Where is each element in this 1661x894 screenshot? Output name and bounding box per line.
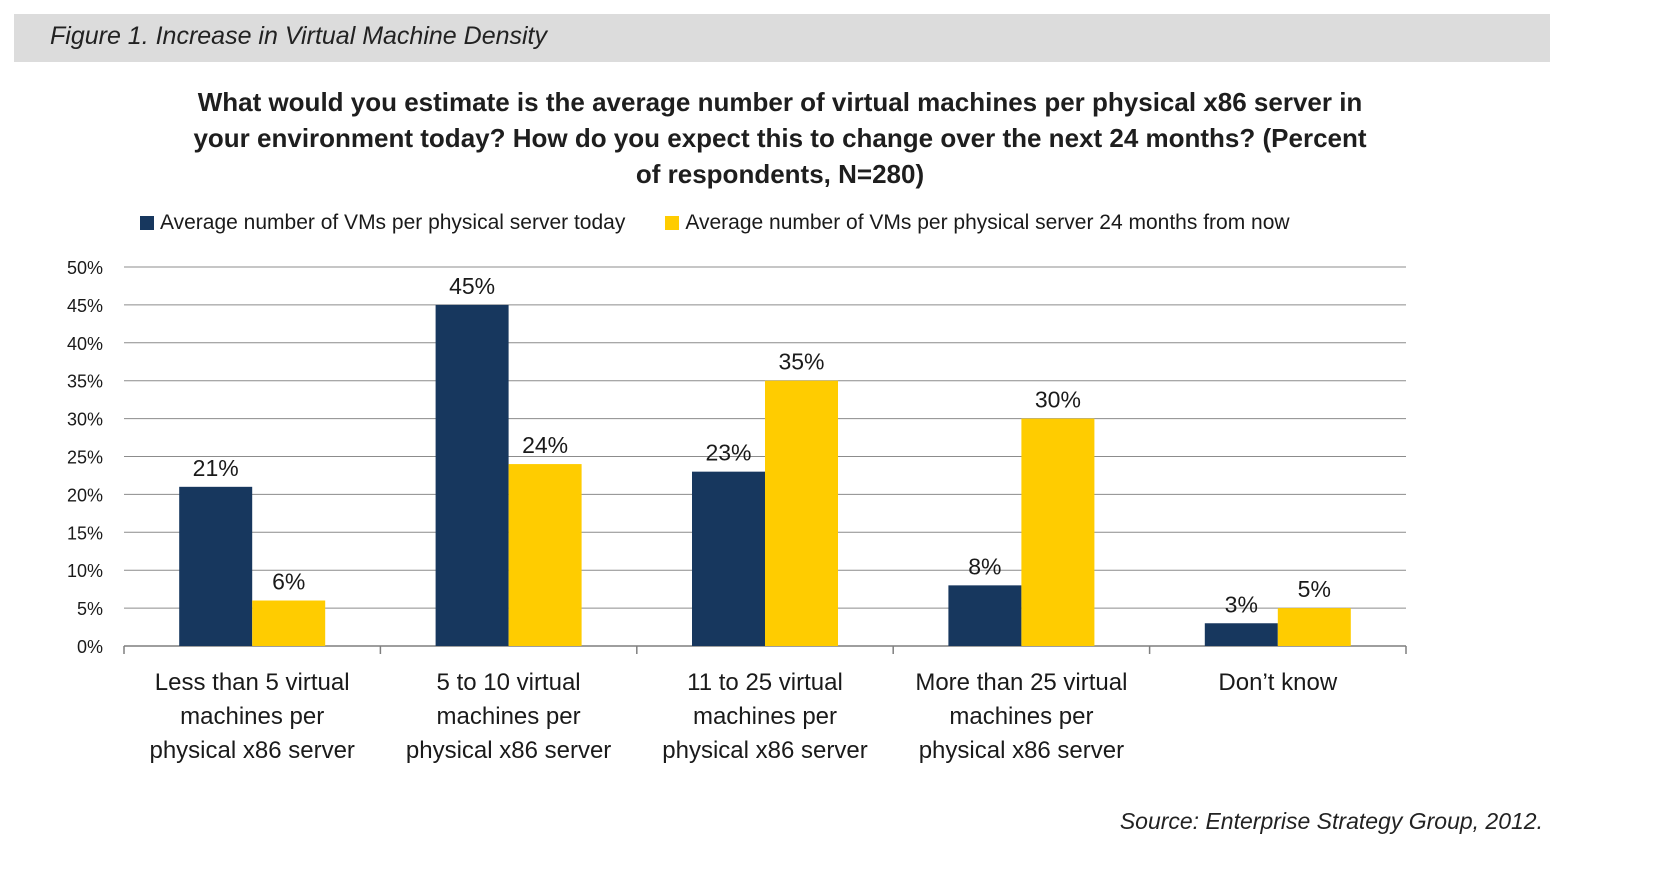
- bar-today: [179, 486, 253, 646]
- legend-item-24-months: Average number of VMs per physical serve…: [665, 211, 1290, 235]
- legend-swatch-24-months: [665, 216, 680, 230]
- figure-header-bar: [14, 14, 1550, 62]
- data-label: 35%: [778, 349, 824, 375]
- data-label: 5%: [1298, 576, 1331, 602]
- bar-today: [435, 304, 509, 646]
- bar-24-months: [765, 380, 838, 646]
- figure-caption: Figure 1. Increase in Virtual Machine De…: [50, 22, 547, 50]
- y-tick-label: 15%: [67, 523, 103, 543]
- legend-label-today: Average number of VMs per physical serve…: [160, 211, 626, 234]
- x-category-label: Less than 5 virtual machines per physical …: [149, 669, 354, 764]
- data-label: 8%: [968, 553, 1001, 579]
- x-category-label: More than 25 virtual machines per physical…: [915, 669, 1127, 764]
- x-category-label: 11 to 25 virtual machines per physical x86…: [662, 669, 867, 764]
- data-label: 23%: [705, 440, 751, 466]
- bar-24-months: [1021, 418, 1095, 646]
- y-tick-label: 0%: [77, 637, 103, 657]
- bar-24-months: [508, 464, 582, 646]
- bar-today: [692, 471, 765, 646]
- y-tick-label: 25%: [67, 448, 103, 468]
- bar-today: [948, 585, 1022, 646]
- y-tick-label: 45%: [67, 296, 103, 316]
- data-label: 24%: [522, 432, 568, 458]
- y-tick-label: 50%: [67, 258, 103, 278]
- data-label: 3%: [1225, 591, 1258, 617]
- data-label: 30%: [1035, 387, 1081, 413]
- chart-title: What would you estimate is the average n…: [193, 87, 1367, 189]
- data-label: 45%: [449, 273, 495, 299]
- legend-swatch-today: [140, 216, 154, 230]
- data-label: 21%: [193, 455, 239, 481]
- y-tick-label: 5%: [77, 599, 103, 619]
- bar-24-months: [252, 600, 326, 646]
- bar-today: [1204, 623, 1278, 646]
- chart-legend: Average number of VMs per physical serve…: [140, 208, 1330, 238]
- legend-item-today: Average number of VMs per physical serve…: [140, 211, 625, 235]
- x-category-label: 5 to 10 virtual machines per physical x86 …: [406, 669, 611, 764]
- y-tick-label: 35%: [67, 372, 103, 392]
- source-note: Source: Enterprise Strategy Group, 2012.: [1119, 808, 1543, 834]
- y-tick-label: 30%: [67, 410, 103, 430]
- y-tick-label: 20%: [67, 485, 103, 505]
- y-tick-label: 40%: [67, 334, 103, 354]
- x-category-label: Don’t know: [1218, 669, 1337, 696]
- y-tick-label: 10%: [67, 561, 103, 581]
- bar-24-months: [1277, 608, 1351, 646]
- data-label: 6%: [272, 569, 305, 595]
- legend-label-24-months: Average number of VMs per physical serve…: [685, 211, 1290, 234]
